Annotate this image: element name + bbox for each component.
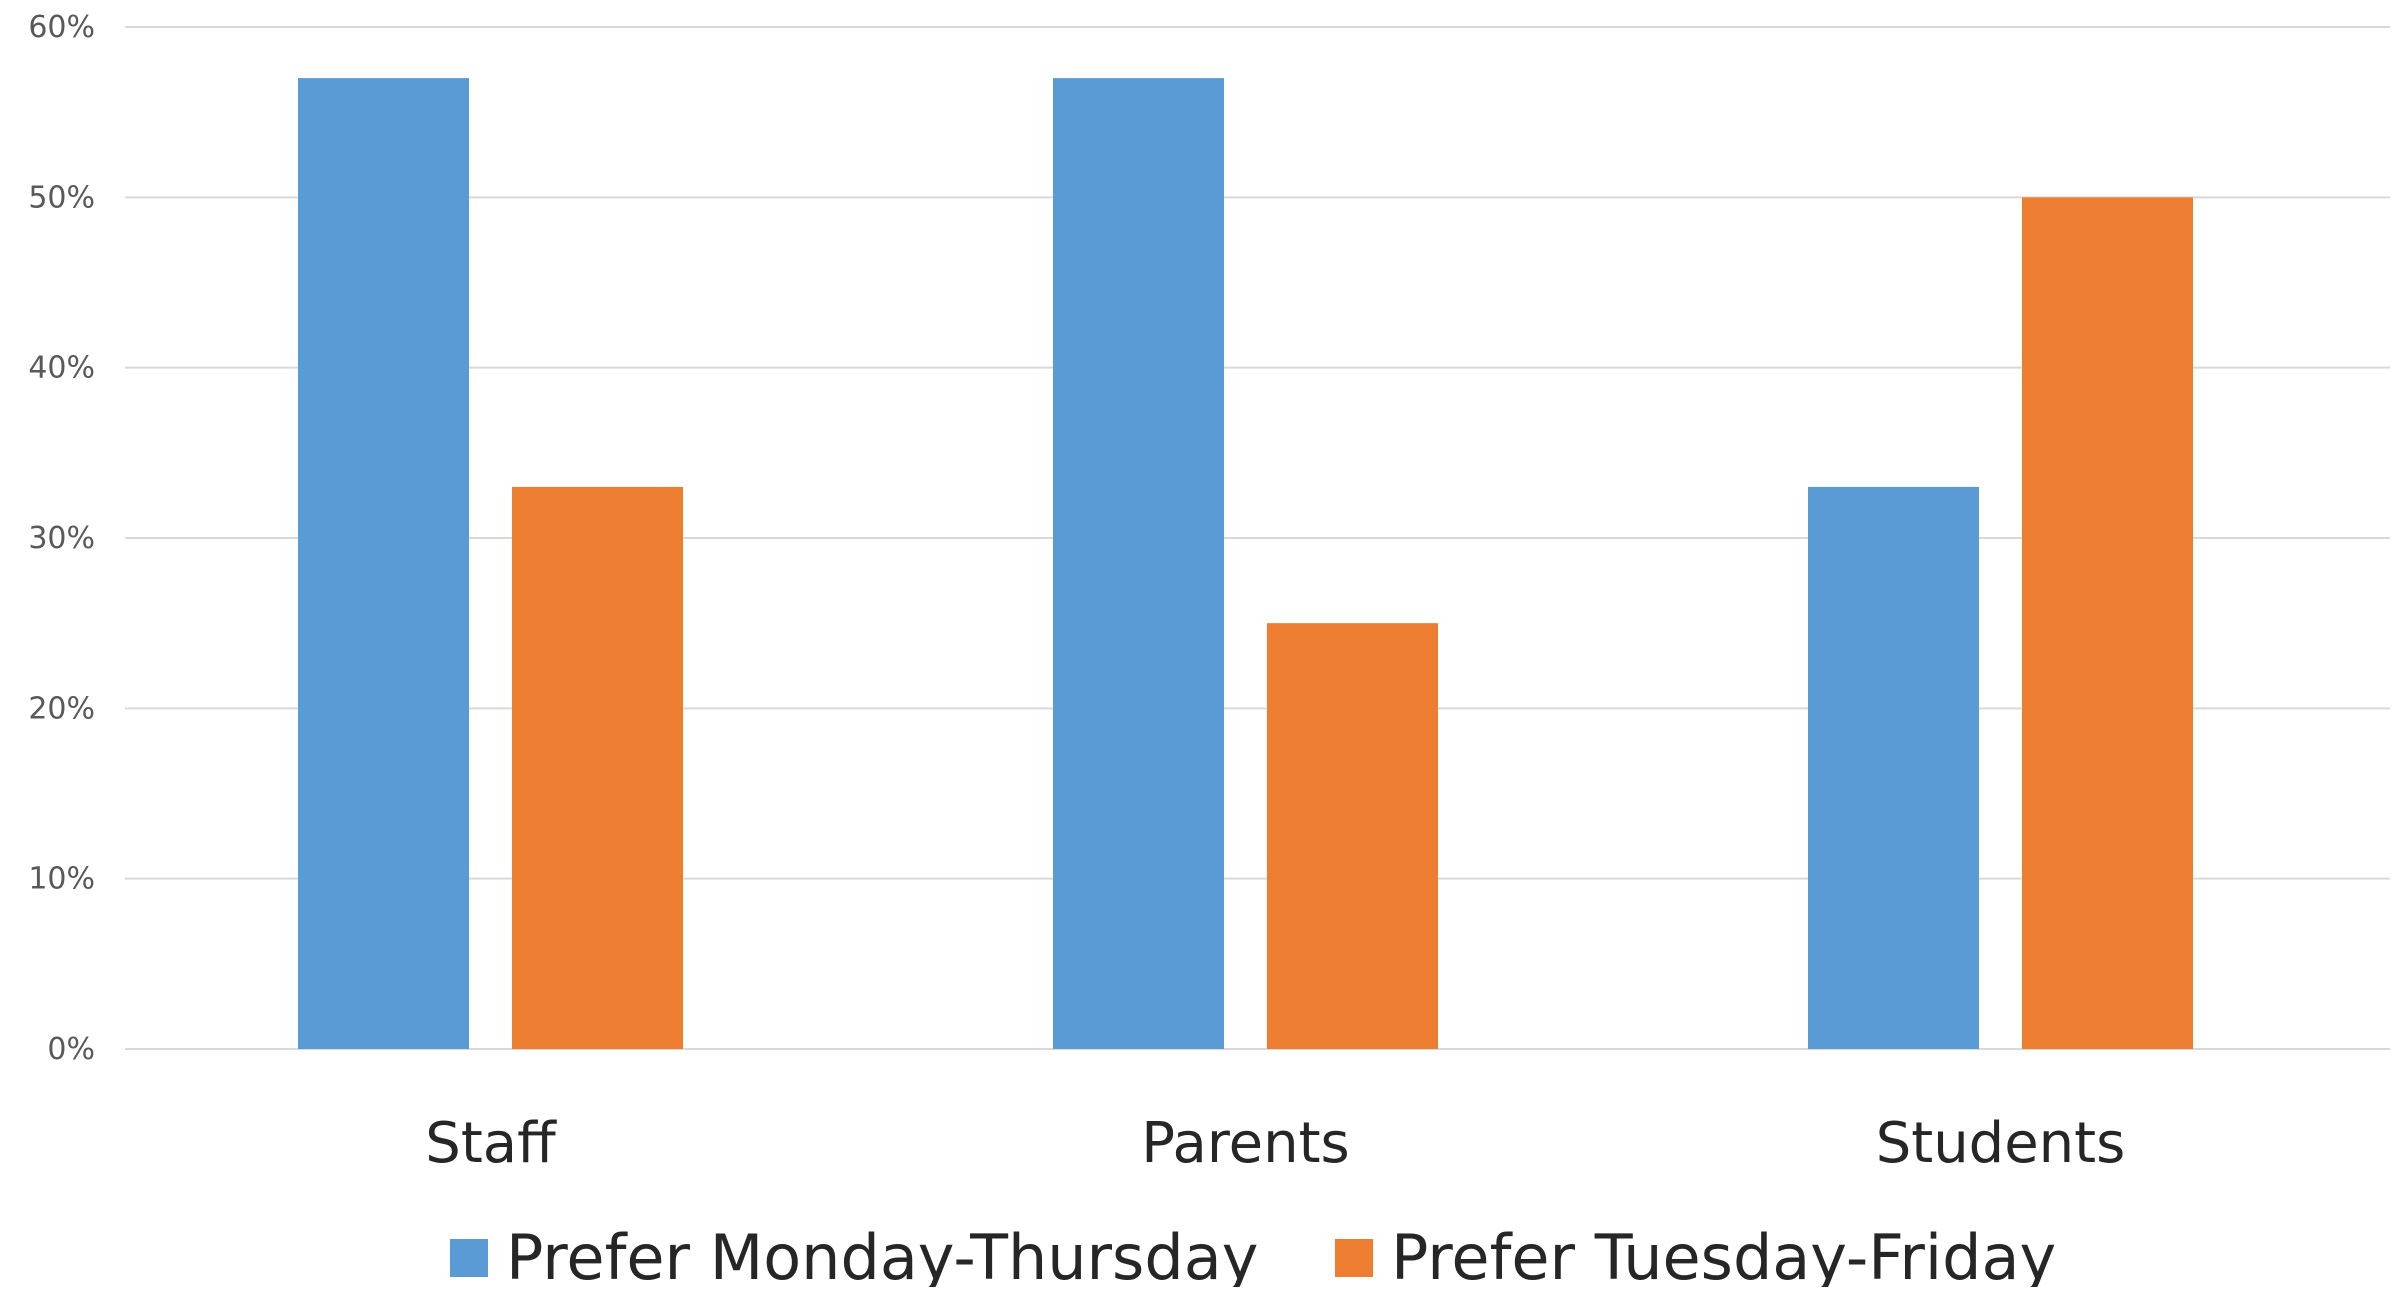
bar-parents-series-2 [1267,623,1438,1049]
gridlines [125,26,2390,1050]
y-tick-label: 20% [28,691,95,726]
y-tick-label: 0% [47,1032,95,1067]
legend-label-1: Prefer Monday-Thursday [506,1221,1258,1287]
x-category-label: Parents [1141,1111,1349,1176]
legend-label-2: Prefer Tuesday-Friday [1391,1221,2056,1287]
bar-parents-series-1 [1053,78,1224,1050]
x-category-label: Students [1876,1111,2126,1176]
y-tick-label: 40% [28,351,95,386]
x-category-label: Staff [425,1111,557,1176]
bars [298,78,2193,1050]
y-axis-ticks: 0% 10% 20% 30% 40% 50% 60% [28,10,95,1067]
legend-swatch-2 [1335,1239,1373,1277]
bar-staff-series-2 [512,486,683,1049]
x-axis-categories: Staff Parents Students [425,1111,2125,1176]
y-tick-label: 60% [28,10,95,45]
bar-students-series-1 [1808,486,1979,1049]
legend: Prefer Monday-Thursday Prefer Tuesday-Fri… [450,1221,2056,1292]
y-tick-label: 50% [28,180,95,215]
y-tick-label: 30% [28,521,95,556]
y-tick-label: 10% [28,862,95,897]
legend-swatch-1 [450,1239,488,1277]
bar-staff-series-1 [298,78,469,1050]
bar-students-series-2 [2022,197,2193,1050]
